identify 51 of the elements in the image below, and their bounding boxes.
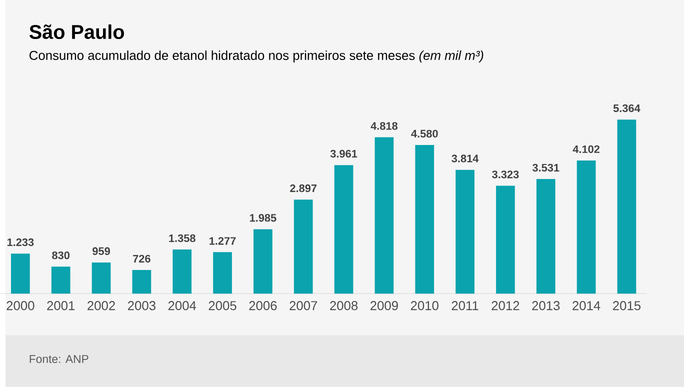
x-tick-label: 2005	[208, 301, 236, 310]
chart-subtitle: Consumo acumulado de etanol hidratado nos primeiros sete meses (em mil m³)	[30, 50, 484, 63]
data-label: 2.897	[290, 184, 317, 192]
bar	[334, 165, 354, 294]
bar	[496, 186, 515, 294]
bar	[415, 145, 434, 294]
bar	[294, 200, 313, 294]
data-label: 3.814	[452, 154, 479, 162]
x-tick-label: 2000	[6, 301, 34, 310]
bar	[536, 179, 556, 294]
source-note: Fonte: ANP	[30, 355, 88, 364]
data-label: 1.985	[250, 214, 276, 222]
x-tick-label: 2012	[492, 301, 520, 310]
data-label: 3.961	[330, 150, 358, 158]
data-label: 1.233	[7, 238, 34, 246]
x-tick-label: 2008	[330, 301, 358, 310]
x-tick-label: 2015	[613, 301, 641, 310]
bar	[254, 229, 272, 294]
x-tick-label: 2004	[168, 301, 196, 310]
bar	[92, 262, 111, 294]
x-tick-label: 2002	[88, 301, 115, 310]
bar	[617, 120, 636, 294]
data-label: 5.364	[613, 104, 640, 112]
data-label: 830	[52, 252, 70, 260]
data-label: 4.102	[572, 145, 600, 154]
bar	[213, 252, 232, 294]
x-tick-label: 2009	[370, 301, 398, 310]
data-label: 726	[133, 254, 150, 263]
bar	[11, 254, 30, 294]
x-tick-label: 2006	[249, 301, 277, 310]
data-label: 3.531	[532, 164, 560, 172]
bar	[51, 266, 70, 294]
data-label: 1.277	[210, 237, 236, 245]
x-tick-label: 2007	[290, 301, 318, 310]
bar	[456, 170, 474, 294]
data-label: 3.323	[492, 170, 519, 178]
x-tick-label: 2011	[452, 301, 478, 310]
bar	[132, 270, 152, 294]
data-label: 1.358	[169, 234, 196, 242]
x-tick-label: 2010	[410, 301, 438, 310]
bar	[172, 250, 192, 294]
data-label: 4.818	[370, 122, 398, 130]
x-tick-label: 2003	[128, 301, 156, 310]
data-label: 4.580	[411, 130, 438, 138]
data-label: 959	[92, 247, 110, 256]
x-tick-label: 2013	[532, 301, 560, 310]
x-tick-label: 2001	[47, 301, 75, 310]
chart-title: São Paulo	[29, 24, 124, 40]
bar	[374, 137, 394, 294]
x-tick-label: 2014	[572, 301, 600, 310]
bar	[576, 160, 596, 294]
